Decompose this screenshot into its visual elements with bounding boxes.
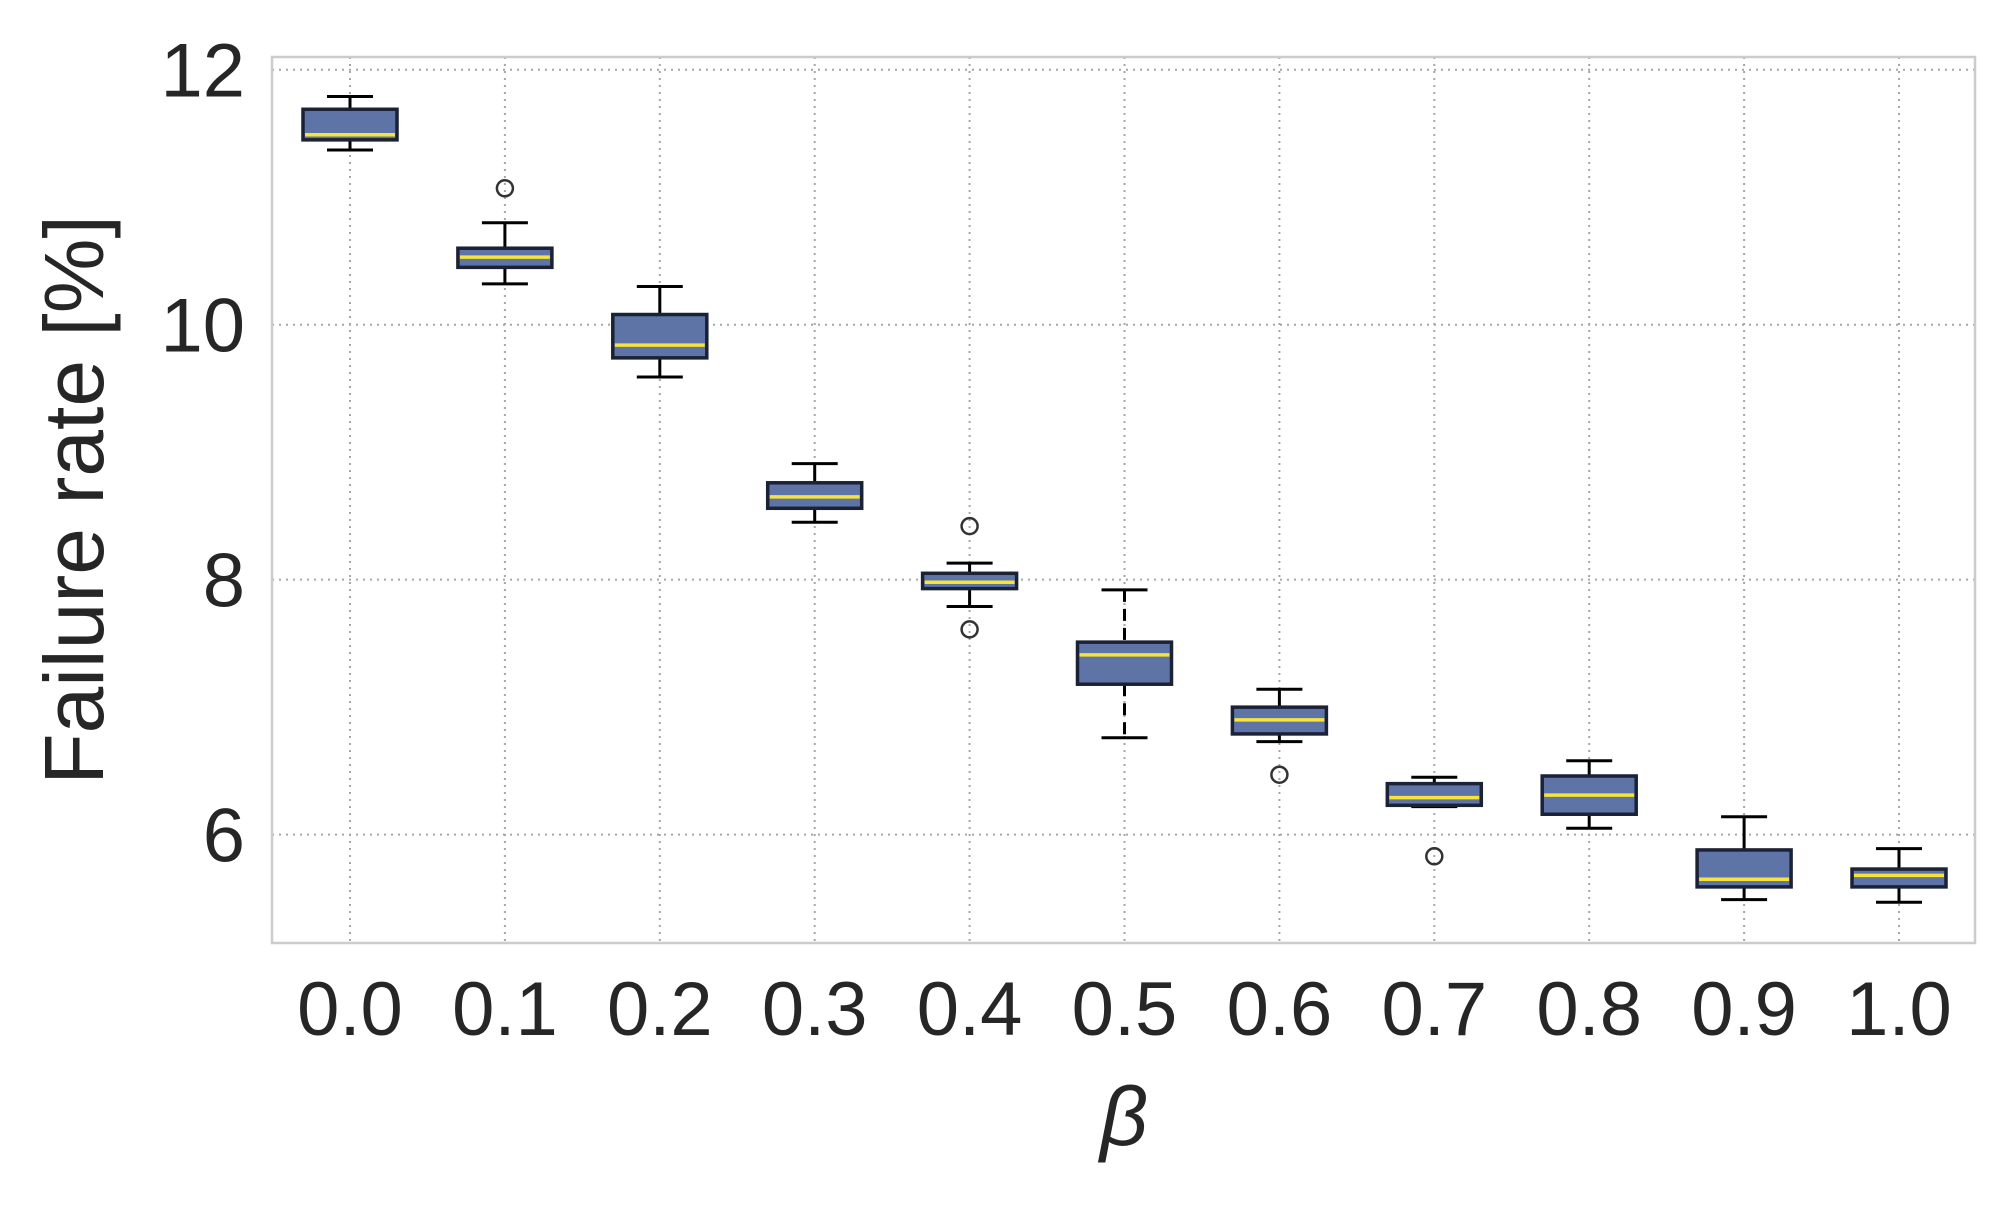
box-0.0 <box>301 95 399 152</box>
box-0.6 <box>1230 687 1329 784</box>
box-iqr <box>1075 640 1174 686</box>
x-tick-label-0.7: 0.7 <box>1381 967 1487 1052</box>
box-0.4 <box>920 516 1019 639</box>
box-layer <box>301 95 1948 904</box>
x-tick-label-0.0: 0.0 <box>297 967 403 1052</box>
box-0.2 <box>611 284 709 379</box>
y-tick-label-12: 12 <box>160 29 245 114</box>
x-tick-labels: 0.0 0.1 0.2 0.3 0.4 0.5 0.6 0.7 0.8 0.9 1.0 <box>297 967 1952 1052</box>
x-tick-label-0.6: 0.6 <box>1227 967 1333 1052</box>
x-tick-label-0.4: 0.4 <box>917 967 1023 1052</box>
box-iqr <box>1385 781 1484 808</box>
x-tick-label-0.2: 0.2 <box>607 967 713 1052</box>
box-0.9 <box>1695 815 1793 902</box>
x-tick-label-1.0: 1.0 <box>1846 967 1952 1052</box>
grid-layer <box>272 57 1975 943</box>
box-iqr <box>611 312 709 360</box>
outlier-point <box>1425 847 1444 866</box>
box-iqr <box>1850 867 1948 889</box>
box-0.1 <box>456 179 554 286</box>
x-tick-label-0.9: 0.9 <box>1691 967 1797 1052</box>
y-axis-label: Failure rate [%] <box>27 215 121 785</box>
box-iqr <box>1695 848 1793 889</box>
box-0.5 <box>1075 588 1174 740</box>
x-tick-label-0.1: 0.1 <box>452 967 558 1052</box>
outlier-point <box>1270 765 1289 784</box>
plot-frame <box>270 55 1977 945</box>
outlier-point <box>960 516 979 536</box>
box-0.8 <box>1540 759 1638 830</box>
x-tick-label-0.3: 0.3 <box>762 967 868 1052</box>
outlier-point <box>960 620 979 639</box>
x-tick-label-0.8: 0.8 <box>1536 967 1642 1052</box>
y-tick-label-6: 6 <box>203 794 245 879</box>
outlier-point <box>495 179 515 198</box>
box-0.3 <box>765 462 864 524</box>
box-1.0 <box>1850 847 1948 904</box>
y-tick-label-8: 8 <box>203 539 245 624</box>
y-tick-labels: 6 8 10 12 <box>160 29 245 879</box>
box-0.7 <box>1385 775 1484 866</box>
x-tick-label-0.5: 0.5 <box>1072 967 1178 1052</box>
y-tick-label-10: 10 <box>160 284 245 369</box>
x-axis-label: β <box>1097 1069 1148 1163</box>
